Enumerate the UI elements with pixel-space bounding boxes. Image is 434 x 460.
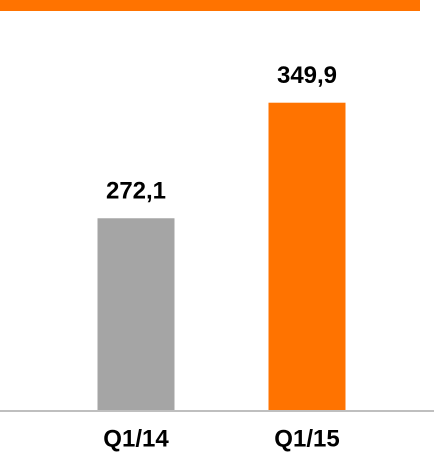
bar [97, 218, 175, 410]
x-tick-label: Q1/14 [103, 425, 169, 452]
header-stripe [0, 0, 420, 11]
bar [268, 102, 346, 411]
value-label: 272,1 [106, 178, 166, 205]
value-label: 349,9 [277, 62, 337, 89]
x-tick-label: Q1/15 [274, 425, 339, 452]
